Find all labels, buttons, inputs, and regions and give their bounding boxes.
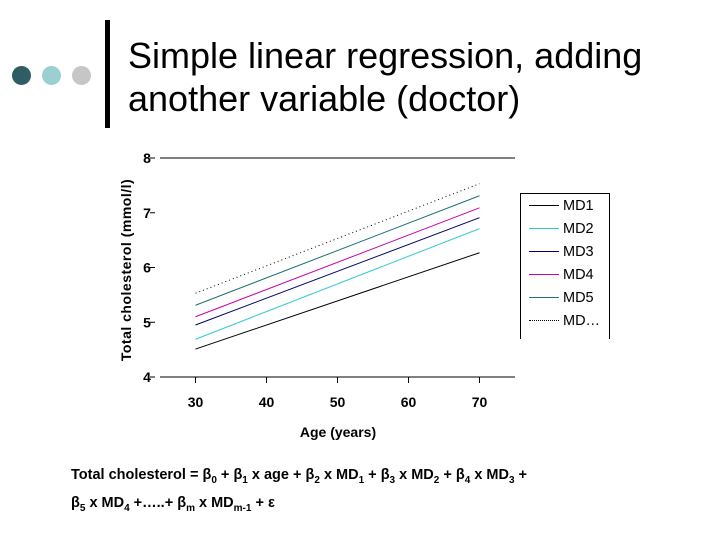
formula-beta2: β	[305, 467, 315, 483]
regression-chart: 8 7 6 5 4 30 40 50 60 70 Total cholesterol (mmol/…	[118, 150, 515, 440]
legend-label: MD3	[563, 243, 594, 260]
legend-label: MD5	[563, 289, 594, 306]
y-axis-label: Total cholesterol (mmol/l)	[118, 179, 134, 361]
series-lines	[195, 183, 480, 350]
formula-text: + ε	[251, 494, 275, 511]
formula-sub1: 1	[242, 474, 248, 486]
legend-item: MD3	[521, 240, 609, 263]
title-divider	[105, 20, 110, 128]
formula-beta4: β	[455, 467, 465, 483]
formula-text: +	[364, 467, 381, 483]
formula-md-sub4: 4	[124, 502, 130, 514]
legend-label: MD2	[563, 220, 594, 237]
series-line-md5	[195, 195, 480, 306]
formula-text: +…..+	[129, 494, 178, 511]
legend-swatch	[529, 320, 559, 321]
formula-sub4: 4	[464, 474, 471, 486]
series-line-md1	[195, 252, 480, 350]
title-line-1: Simple linear regression, adding	[128, 35, 643, 76]
formula-text: x MD	[194, 494, 234, 511]
dot-gray	[72, 66, 91, 85]
x-tick-label: 60	[401, 394, 417, 410]
x-tick-label: 50	[330, 394, 346, 410]
legend-label: MD4	[563, 266, 594, 283]
legend-swatch	[529, 274, 559, 275]
chart-legend: MD1 MD2 MD3 MD4 MD5 MD…	[520, 193, 610, 339]
dot-dark-teal	[12, 66, 31, 85]
legend-item: MD4	[521, 263, 609, 286]
formula-beta5: β	[71, 494, 80, 511]
y-tick-label: 8	[143, 150, 151, 166]
title-line-2: another variable (doctor)	[128, 78, 521, 119]
formula-md-sub2: 2	[433, 474, 440, 486]
x-axis-label: Age (years)	[300, 424, 376, 440]
series-line-md4	[195, 207, 480, 318]
x-tick-label: 40	[259, 394, 275, 410]
legend-label: MD1	[563, 197, 594, 214]
formula-subm: m	[186, 502, 195, 514]
slide-title: Simple linear regression, adding another…	[128, 34, 708, 120]
y-tick-label: 7	[143, 205, 151, 221]
chart-axes: 8 7 6 5 4 30 40 50 60 70	[143, 150, 515, 410]
formula-md-sub3: 3	[508, 474, 515, 486]
legend-swatch	[529, 205, 559, 206]
legend-item: MD5	[521, 286, 609, 309]
legend-item: MD1	[521, 194, 609, 217]
legend-swatch	[529, 297, 559, 298]
y-tick-label: 6	[143, 260, 151, 276]
formula-beta0: β	[202, 467, 212, 483]
legend-swatch	[529, 251, 559, 252]
legend-item: MD2	[521, 217, 609, 240]
formula-text: x age +	[247, 467, 306, 483]
formula-text: x MD	[470, 467, 509, 483]
x-tick-label: 30	[188, 394, 204, 410]
regression-formula: Total cholesterol = β0 + β1 x age + β2 x…	[71, 464, 711, 520]
series-line-md	[195, 183, 480, 294]
dot-light-teal	[42, 66, 61, 85]
formula-beta3: β	[380, 467, 390, 483]
formula-md-subm: m-1	[233, 502, 252, 514]
formula-beta1: β	[233, 467, 243, 483]
formula-sub2: 2	[314, 474, 320, 486]
y-tick-label: 4	[143, 369, 151, 385]
formula-text: +	[216, 467, 234, 483]
formula-text: +	[439, 467, 456, 483]
legend-item: MD…	[521, 309, 609, 332]
x-tick-label: 70	[472, 394, 488, 410]
decorative-dots	[12, 66, 96, 86]
formula-text: x MD	[85, 494, 125, 511]
legend-swatch	[529, 228, 559, 229]
formula-text: x MD	[395, 467, 434, 483]
formula-betam: β	[177, 494, 187, 511]
formula-sub3: 3	[389, 474, 396, 486]
y-tick-label: 5	[143, 314, 151, 330]
formula-sub5: 5	[79, 502, 86, 514]
formula-text: +	[514, 467, 528, 483]
formula-lhs: Total cholesterol =	[71, 467, 203, 483]
formula-md-sub1: 1	[358, 474, 365, 486]
formula-text: x MD	[319, 467, 359, 483]
series-line-md3	[195, 217, 480, 326]
formula-sub0: 0	[211, 474, 217, 486]
series-line-md2	[195, 228, 480, 340]
legend-label: MD…	[563, 312, 601, 329]
